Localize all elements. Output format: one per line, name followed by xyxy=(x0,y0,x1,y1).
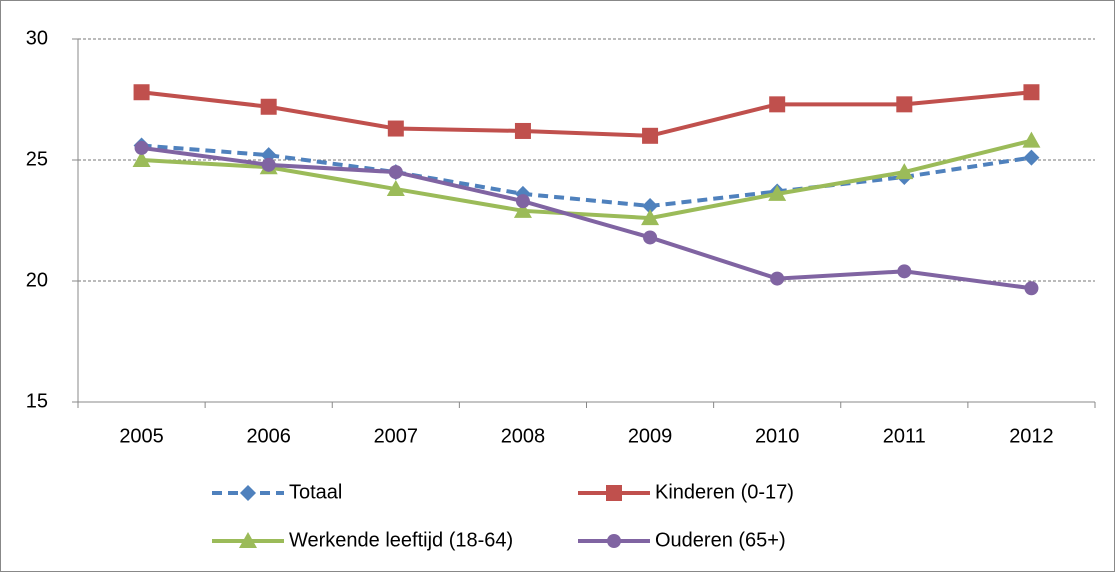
marker xyxy=(240,485,256,501)
marker xyxy=(387,120,404,137)
marker xyxy=(642,197,659,214)
marker xyxy=(133,84,150,101)
x-tick-label: 2008 xyxy=(501,425,546,447)
marker xyxy=(896,96,913,113)
marker xyxy=(132,151,151,167)
marker xyxy=(261,157,276,172)
marker xyxy=(895,163,914,180)
marker xyxy=(515,194,530,209)
series-line xyxy=(141,138,1032,221)
x-tick-label: 2011 xyxy=(883,425,926,447)
marker xyxy=(514,122,531,139)
marker xyxy=(643,230,658,245)
marker xyxy=(260,98,277,115)
marker xyxy=(388,165,403,180)
x-tick-label: 2010 xyxy=(755,425,800,447)
legend-label: Ouderen (65+) xyxy=(655,529,786,551)
x-tick-label: 2007 xyxy=(374,425,419,447)
y-tick-label: 20 xyxy=(26,269,48,291)
legend-label: Totaal xyxy=(289,481,342,503)
marker xyxy=(1022,131,1041,148)
x-tick-label: 2009 xyxy=(628,425,673,447)
marker xyxy=(642,127,659,144)
x-tick-label: 2006 xyxy=(246,425,291,447)
marker xyxy=(607,534,621,548)
marker xyxy=(1024,281,1039,296)
marker xyxy=(641,209,660,226)
series-line xyxy=(141,143,1032,208)
y-tick-label: 15 xyxy=(26,390,48,412)
x-tick-label: 2005 xyxy=(119,425,164,447)
x-tick-label: 2012 xyxy=(1009,425,1054,447)
y-tick-label: 30 xyxy=(26,27,48,49)
marker xyxy=(239,532,257,548)
marker xyxy=(386,180,405,197)
marker xyxy=(897,264,912,279)
marker xyxy=(606,485,622,501)
series-line xyxy=(141,145,1032,291)
marker xyxy=(768,184,787,201)
y-tick-label: 25 xyxy=(26,148,48,170)
marker xyxy=(1023,149,1040,166)
marker xyxy=(1023,84,1040,101)
legend-label: Werkende leeftijd (18-64) xyxy=(289,529,513,551)
series-line xyxy=(141,90,1032,138)
marker xyxy=(513,201,532,218)
legend-label: Kinderen (0-17) xyxy=(655,481,794,503)
marker xyxy=(770,271,785,286)
marker xyxy=(769,96,786,113)
marker xyxy=(134,140,149,155)
